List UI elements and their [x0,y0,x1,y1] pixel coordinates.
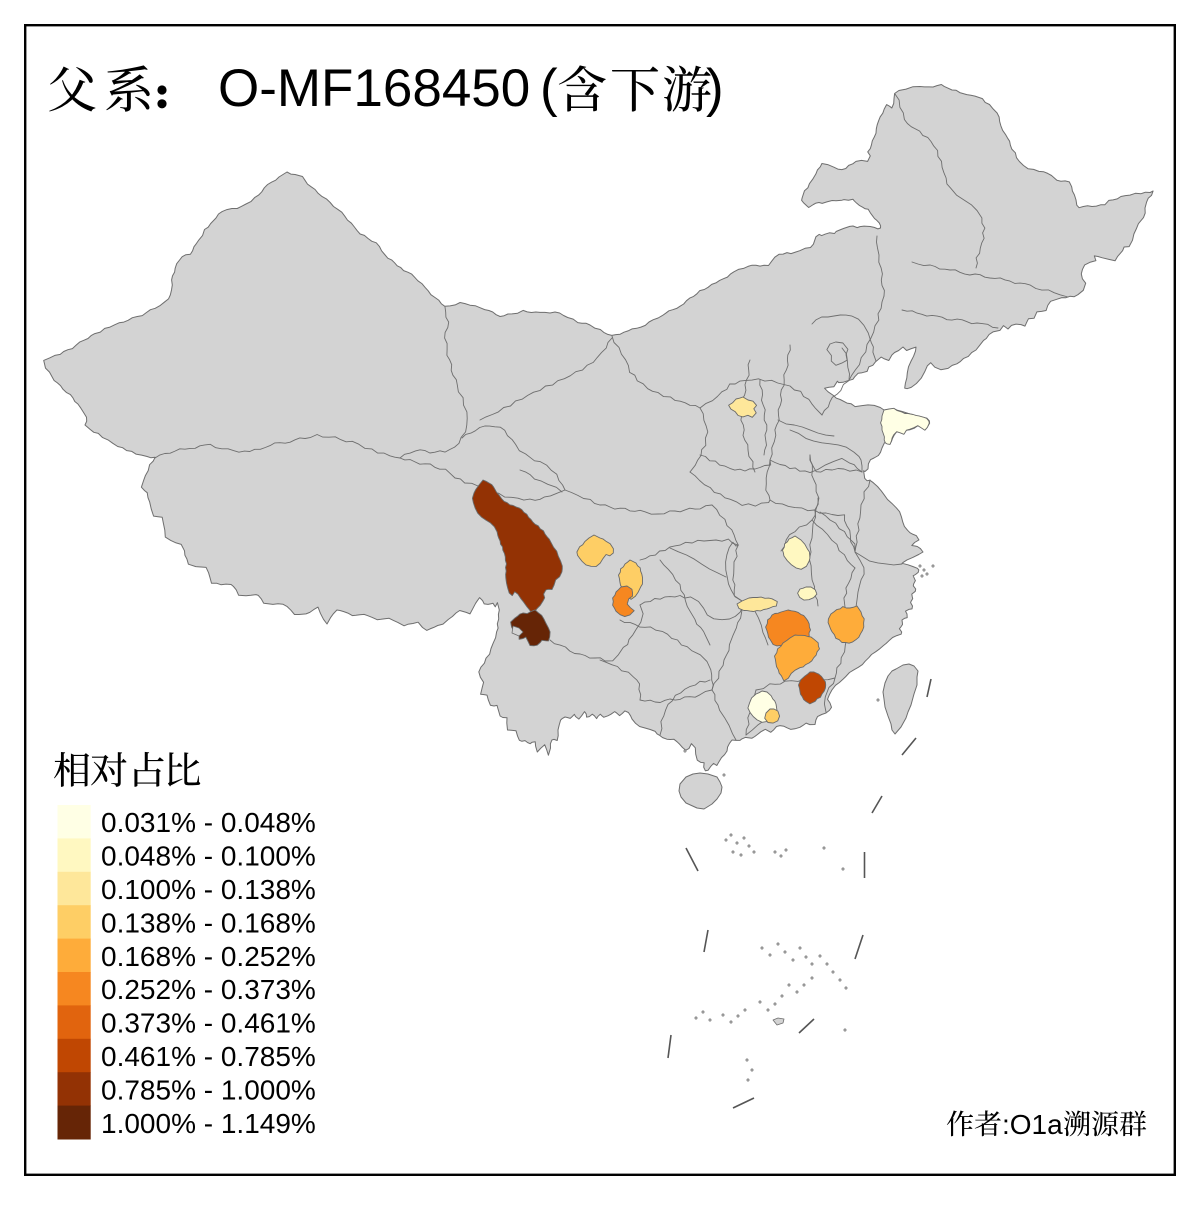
svg-text:O-MF168450: O-MF168450 [218,59,530,118]
svg-text:0.138% - 0.168%: 0.138% - 0.168% [101,907,316,938]
svg-text::O1a: :O1a [1002,1109,1063,1140]
svg-text:0.373% - 0.461%: 0.373% - 0.461% [101,1008,316,1039]
svg-text:0.100% - 0.138%: 0.100% - 0.138% [101,874,316,905]
svg-text:0.252% - 0.373%: 0.252% - 0.373% [101,974,316,1005]
svg-text:0.461% - 0.785%: 0.461% - 0.785% [101,1041,316,1072]
svg-text:0.031% - 0.048%: 0.031% - 0.048% [101,807,316,838]
svg-text:1.000% - 1.149%: 1.000% - 1.149% [101,1108,316,1139]
svg-text:0.785% - 1.000%: 0.785% - 1.000% [101,1074,316,1105]
svg-text:): ) [706,59,724,118]
svg-text:(: ( [540,59,558,118]
svg-text:0.048% - 0.100%: 0.048% - 0.100% [101,841,316,872]
svg-text:0.168% - 0.252%: 0.168% - 0.252% [101,941,316,972]
